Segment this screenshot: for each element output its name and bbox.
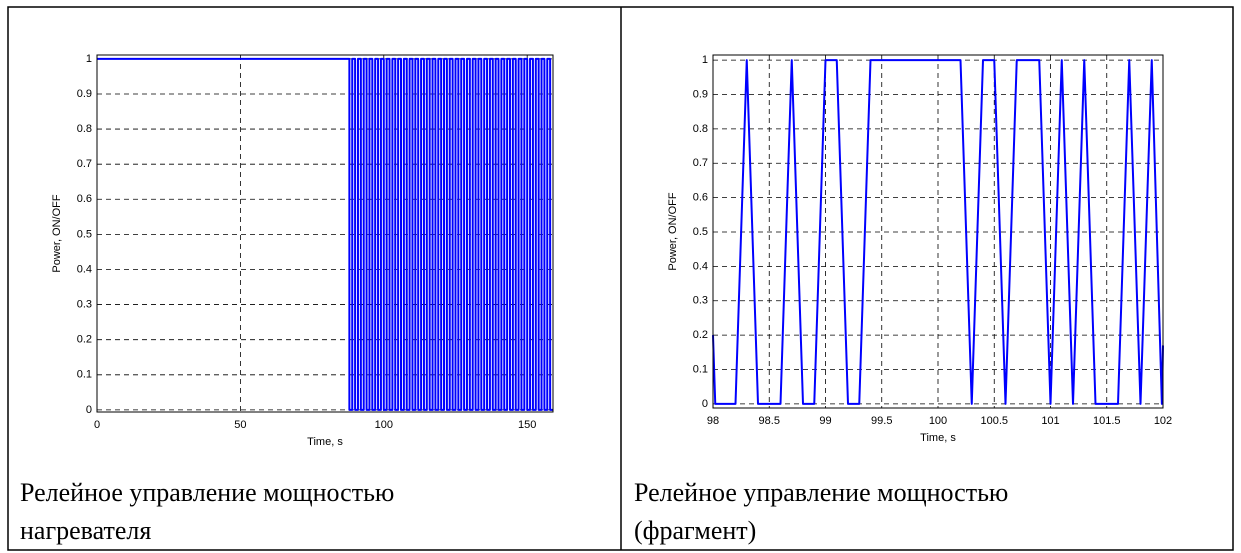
caption: Релейное управление мощностью (фрагмент) xyxy=(634,478,1009,545)
plot-area xyxy=(97,55,553,412)
x-tick-label: 101.5 xyxy=(1093,415,1121,427)
y-axis-label: Power, ON/OFF xyxy=(51,194,63,273)
x-tick-label: 150 xyxy=(518,419,536,431)
y-tick-label: 0.7 xyxy=(693,157,708,169)
x-tick-label: 99 xyxy=(819,415,831,427)
y-axis-label: Power, ON/OFF xyxy=(667,192,679,271)
y-tick-label: 0.5 xyxy=(77,228,92,240)
plot-frame xyxy=(712,54,1164,409)
x-tick-label: 100 xyxy=(929,415,947,427)
y-tick-label: 0.2 xyxy=(77,334,92,346)
x-tick-label: 99.5 xyxy=(871,415,892,427)
x-tick-label: 101 xyxy=(1041,415,1059,427)
y-tick-label: 0.8 xyxy=(77,123,92,135)
y-tick-label: 0.8 xyxy=(693,123,708,135)
x-tick-label: 100.5 xyxy=(980,415,1008,427)
y-tick-label: 1 xyxy=(86,53,92,65)
x-tick-label: 50 xyxy=(234,419,246,431)
y-tick-label: 0.9 xyxy=(693,88,708,100)
y-tick-label: 0 xyxy=(86,404,92,416)
y-tick-label: 1 xyxy=(702,54,708,66)
x-tick-label: 98 xyxy=(707,415,719,427)
plot-frame xyxy=(96,54,554,413)
x-tick-label: 98.5 xyxy=(759,415,780,427)
y-tick-label: 0.6 xyxy=(693,192,708,204)
x-tick-label: 102 xyxy=(1154,415,1172,427)
x-tick-label: 0 xyxy=(94,419,100,431)
y-tick-label: 0.1 xyxy=(77,369,92,381)
y-tick-label: 0.9 xyxy=(77,88,92,100)
x-axis-label: Time, s xyxy=(307,436,343,448)
y-tick-label: 0.7 xyxy=(77,158,92,170)
x-tick-label: 100 xyxy=(375,419,393,431)
caption: Релейное управление мощностью нагревател… xyxy=(20,478,395,545)
y-tick-label: 0.5 xyxy=(693,226,708,238)
y-tick-label: 0.3 xyxy=(693,295,708,307)
data-line xyxy=(712,59,1164,405)
data-line xyxy=(97,57,553,411)
y-tick-label: 0 xyxy=(702,398,708,410)
x-axis-label: Time, s xyxy=(920,432,956,444)
y-tick-label: 0.4 xyxy=(77,263,92,275)
y-tick-label: 0.6 xyxy=(77,193,92,205)
y-tick-label: 0.2 xyxy=(693,329,708,341)
y-tick-label: 0.3 xyxy=(77,298,92,310)
y-tick-label: 0.4 xyxy=(693,260,708,272)
y-tick-label: 0.1 xyxy=(693,363,708,375)
